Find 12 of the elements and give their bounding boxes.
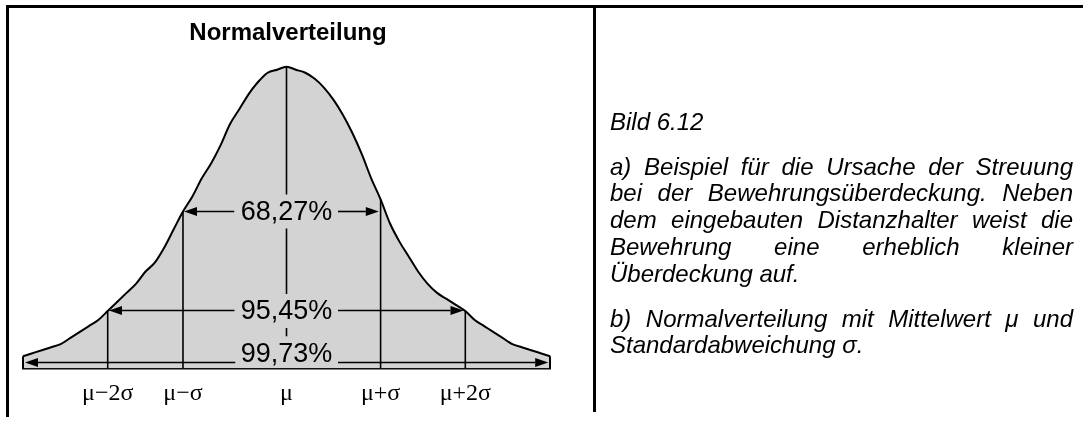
x-tick-label: μ−σ (163, 379, 203, 406)
annotation: 68,27% (240, 195, 333, 226)
text: a) Beispiel für die Ursache der Streuung bei der Bewehrungsüberdeckung. Neben dem eingebauten Distanzhalter weist die Bewehrung eine erheblich kleiner Überdeckung auf. (610, 152, 1073, 288)
chart-title: Normalverteilung (189, 18, 387, 45)
x-tick-label: μ+σ (360, 379, 401, 406)
annotation: 95,45% (240, 295, 333, 326)
x-tick-label: μ (280, 379, 293, 406)
text: Bild 6.12 (610, 107, 705, 136)
x-tick-label: μ−2σ (82, 379, 134, 406)
annotation: 99,73% (240, 337, 333, 368)
x-tick-label: μ+2σ (439, 379, 492, 406)
text: b) Normalverteilung mit Mittelwert μ und Standardabweichung σ. (610, 304, 1073, 359)
